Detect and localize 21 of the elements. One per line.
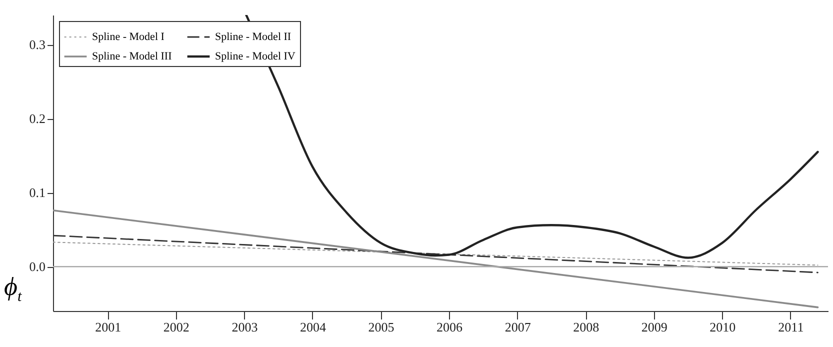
x-tick-label: 2001 — [95, 320, 122, 334]
x-tick-label: 2009 — [641, 320, 668, 334]
x-tick-label: 2007 — [504, 320, 532, 334]
x-tick-label: 2002 — [163, 320, 190, 334]
x-tick-label: 2010 — [710, 320, 736, 334]
x-tick-label: 2003 — [232, 320, 258, 334]
x-tick-label: 2008 — [573, 320, 600, 334]
legend-label: Spline - Model II — [215, 31, 292, 43]
y-tick-label: 0.0 — [29, 259, 46, 274]
x-tick-label: 2005 — [368, 320, 394, 334]
y-axis-title: ϕ$_{t}$ — [4, 272, 22, 306]
legend-label: Spline - Model IV — [215, 50, 296, 62]
y-tick-label: 0.2 — [29, 111, 46, 126]
y-tick-label: 0.1 — [29, 185, 46, 200]
legend-label: Spline - Model I — [92, 31, 165, 43]
y-tick-label: 0.3 — [29, 37, 46, 52]
legend-label: Spline - Model III — [92, 50, 172, 62]
x-tick-label: 2006 — [436, 320, 464, 334]
line-series — [245, 15, 819, 259]
x-tick-label: 2004 — [300, 320, 326, 334]
x-tick-label: 2011 — [778, 320, 804, 334]
